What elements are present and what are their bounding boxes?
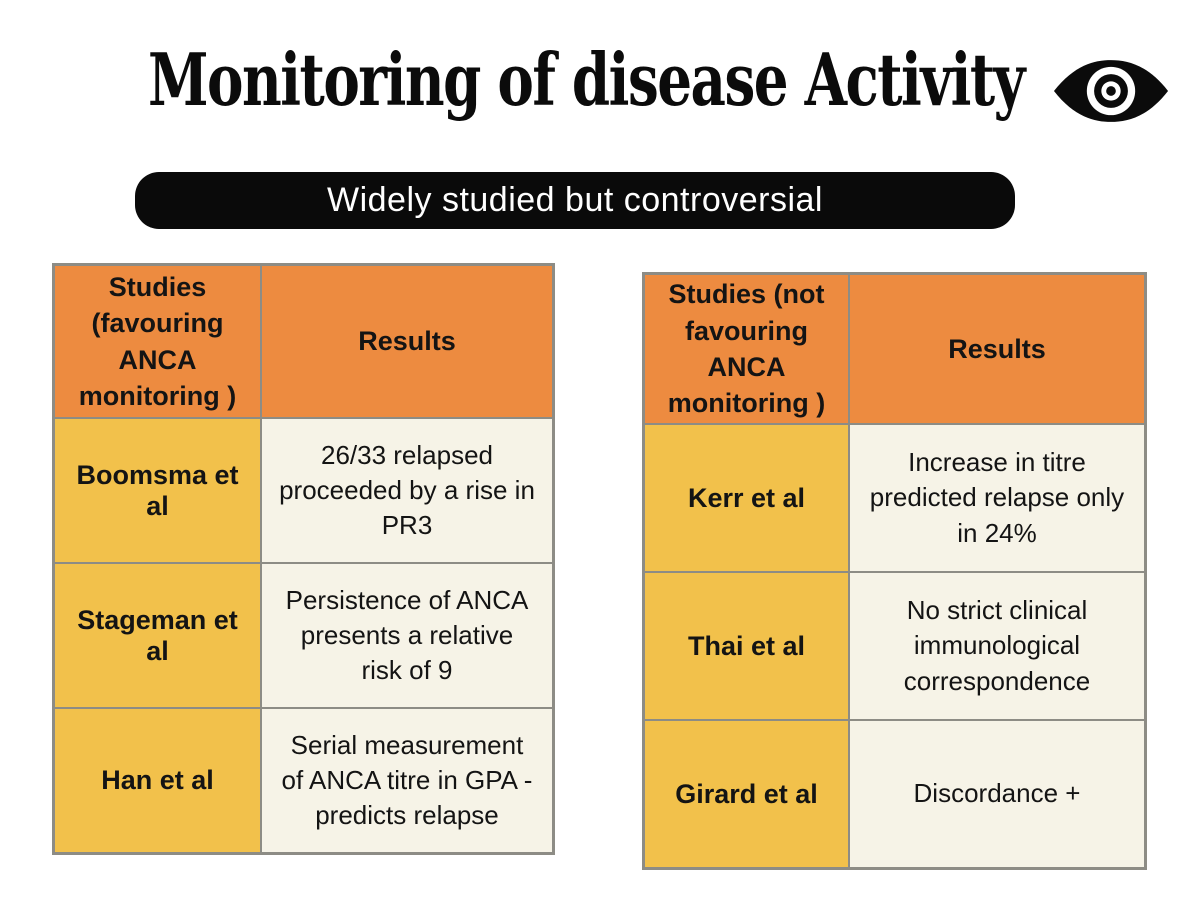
table-header-row: Studies (not favouring ANCA monitoring )… [644, 274, 1145, 424]
table-row: Stageman et al Persistence of ANCA prese… [54, 563, 553, 708]
table-row: Girard et al Discordance + [644, 720, 1145, 868]
result-cell: 26/33 relapsed proceeded by a rise in PR… [261, 418, 553, 563]
result-cell: Serial measurement of ANCA titre in GPA … [261, 708, 553, 853]
table-header-row: Studies (favouring ANCA monitoring ) Res… [54, 265, 553, 418]
table-row: Kerr et al Increase in titre predicted r… [644, 424, 1145, 572]
study-cell: Kerr et al [644, 424, 849, 572]
subtitle-banner: Widely studied but controversial [135, 172, 1015, 229]
eye-icon [1053, 60, 1169, 122]
table-row: Han et al Serial measurement of ANCA tit… [54, 708, 553, 853]
page-title: Monitoring of disease Activity [148, 37, 1025, 122]
header-cell-results: Results [849, 274, 1145, 424]
subtitle-banner-text: Widely studied but controversial [326, 181, 823, 219]
result-cell: Increase in titre predicted relapse only… [849, 424, 1145, 572]
study-cell: Girard et al [644, 720, 849, 868]
table-not-favouring-anca: Studies (not favouring ANCA monitoring )… [642, 272, 1147, 870]
header-cell-results: Results [261, 265, 553, 418]
result-cell: No strict clinical immunological corresp… [849, 572, 1145, 720]
result-cell: Persistence of ANCA presents a relative … [261, 563, 553, 708]
study-cell: Boomsma et al [54, 418, 261, 563]
header-cell-studies: Studies (favouring ANCA monitoring ) [54, 265, 261, 418]
result-cell: Discordance + [849, 720, 1145, 868]
study-cell: Thai et al [644, 572, 849, 720]
table-row: Thai et al No strict clinical immunologi… [644, 572, 1145, 720]
header-cell-studies: Studies (not favouring ANCA monitoring ) [644, 274, 849, 424]
study-cell: Han et al [54, 708, 261, 853]
table-row: Boomsma et al 26/33 relapsed proceeded b… [54, 418, 553, 563]
study-cell: Stageman et al [54, 563, 261, 708]
table-favouring-anca: Studies (favouring ANCA monitoring ) Res… [52, 263, 555, 855]
